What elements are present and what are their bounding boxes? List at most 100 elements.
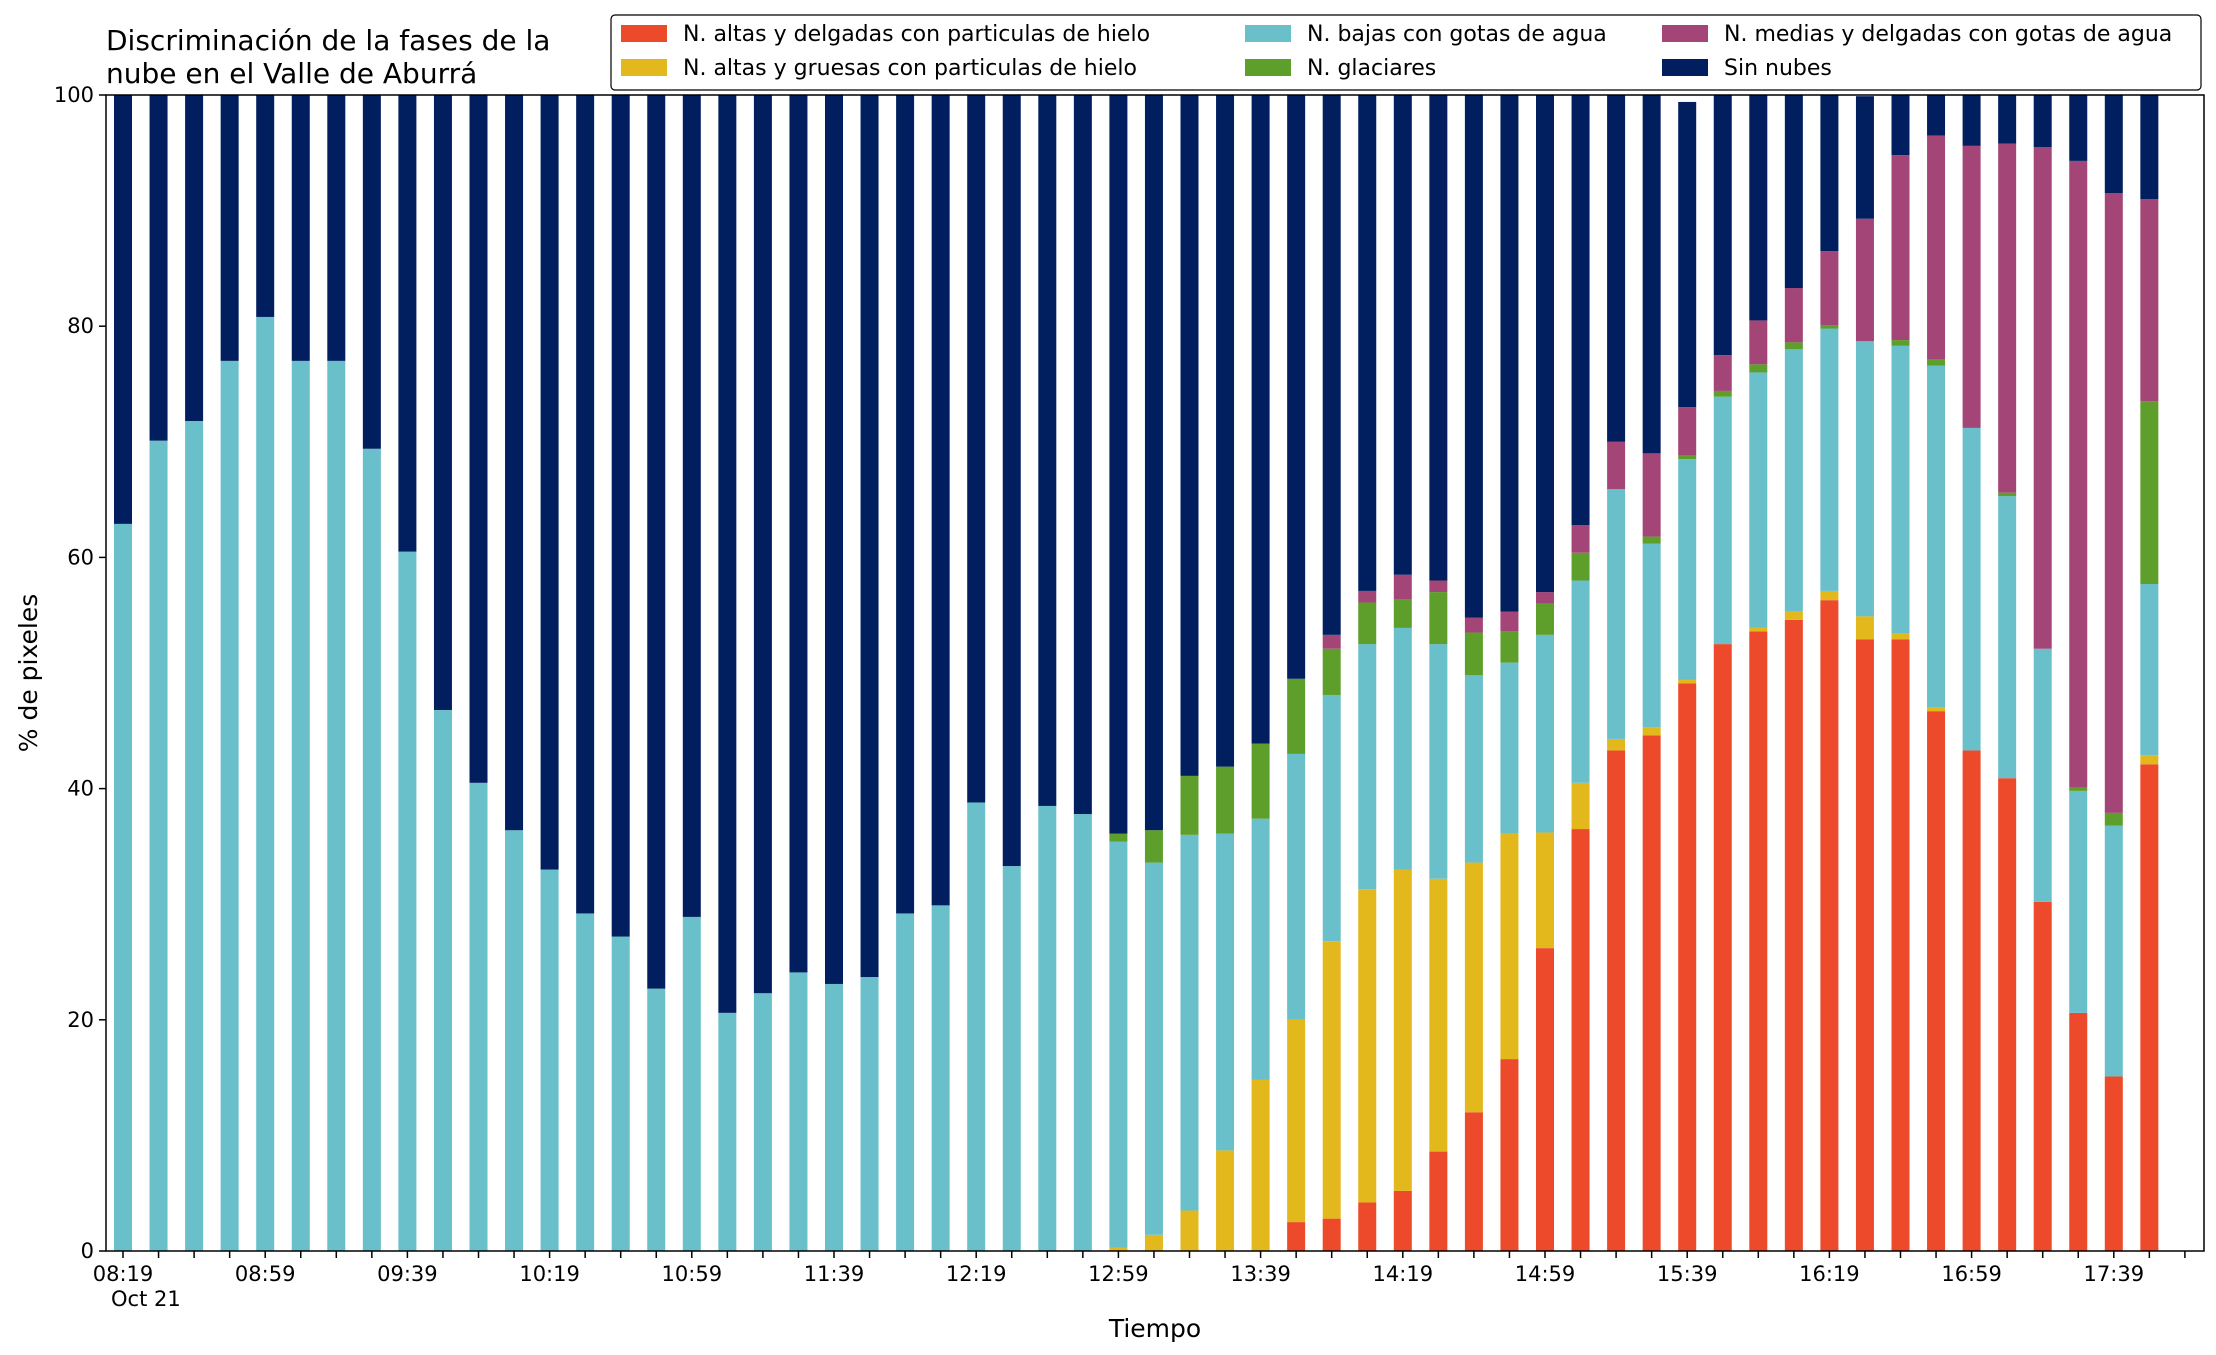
bar-segment (291, 360, 310, 1251)
bar-segment (2140, 583, 2159, 756)
bar-segment (789, 95, 808, 973)
bar-segment (1855, 616, 1874, 640)
x-tick-label: 15:39 (1657, 1262, 1718, 1286)
bar-segment (682, 95, 701, 917)
bar-segment (1464, 1112, 1483, 1251)
bar-segment (1571, 525, 1590, 553)
bar-segment (327, 360, 346, 1251)
x-date-label: Oct 21 (111, 1287, 181, 1311)
chart-title-line-2: nube en el Valle de Aburrá (106, 57, 477, 90)
bar-segment (647, 95, 666, 989)
bar-segment (1927, 359, 1946, 366)
bar-segment (1393, 599, 1412, 628)
bar-segment (1713, 644, 1732, 1251)
bar-segment (1322, 634, 1341, 649)
bar-segment (469, 95, 488, 783)
bar-segment (1393, 574, 1412, 600)
bar-segment (2069, 1012, 2088, 1251)
bar-segment (2104, 825, 2123, 1077)
bar-segment (1607, 489, 1626, 739)
bar-segment (1678, 407, 1697, 456)
bar-segment (1429, 592, 1448, 645)
bar-segment (1784, 342, 1803, 350)
bar-segment (1607, 441, 1626, 490)
bar-segment (1358, 1202, 1377, 1251)
bar-segment (1393, 1190, 1412, 1251)
bar-segment (1429, 878, 1448, 1152)
bar-segment (1358, 889, 1377, 1203)
bar-segment (1322, 941, 1341, 1219)
bar-segment (1536, 603, 1554, 635)
bar-segment (1464, 675, 1483, 863)
bar-segment (718, 95, 737, 1013)
x-tick-label: 14:19 (1373, 1262, 1434, 1286)
bar-segment (2140, 755, 2159, 765)
bar-segment (1855, 639, 1874, 1251)
x-axis-label: Tiempo (1108, 1314, 1201, 1343)
bar-segment (540, 869, 559, 1251)
bar-segment (1322, 1218, 1341, 1251)
legend-label: N. altas y delgadas con particulas de hi… (683, 22, 1150, 47)
bar-segment (1358, 590, 1377, 603)
bar-segment (1144, 1234, 1163, 1251)
bar-segment (1784, 288, 1803, 343)
bar-segment (505, 95, 524, 831)
bar-segment (1820, 600, 1839, 1251)
bar-segment (1713, 396, 1732, 645)
bar-segment (1216, 833, 1235, 1151)
bar-segment (1287, 678, 1306, 754)
bar-segment (1500, 662, 1519, 834)
bar-segment (967, 95, 986, 803)
x-tick-label: 11:39 (804, 1262, 865, 1286)
bar-segment (1820, 328, 1839, 591)
x-tick-label: 08:19 (93, 1262, 154, 1286)
bar-segment (825, 983, 843, 1251)
bar-segment (931, 95, 950, 906)
bar-segment (1927, 95, 1946, 136)
bar-segment (149, 95, 168, 441)
bar-segment (398, 551, 417, 1251)
bar-segment (1251, 1079, 1270, 1251)
bar-segment (1927, 711, 1946, 1251)
x-axis: 08:19 08:59 09:39 10:19 10:59 11:39 12:19 12:59… (93, 1251, 2186, 1311)
bar-segment (2104, 1076, 2123, 1251)
bar-segment (1784, 349, 1803, 612)
bar-segment (896, 913, 915, 1251)
bar-segment (1144, 95, 1163, 831)
bar-segment (1749, 320, 1768, 365)
bar-segment (149, 440, 168, 1251)
bar-segment (1962, 145, 1981, 428)
bar-segment (1784, 95, 1803, 289)
legend-label: N. medias y delgadas con gotas de agua (1724, 22, 2172, 47)
bar-segment (2104, 812, 2123, 826)
bar-segment (1500, 833, 1519, 1060)
bar-segment (2033, 901, 2052, 1251)
bar-segment (540, 95, 559, 870)
bar-segment (611, 936, 630, 1251)
bar-segment (825, 95, 843, 984)
legend-swatch (1662, 25, 1708, 42)
bar-segment (1038, 805, 1057, 1251)
bar-segment (1358, 95, 1377, 591)
bar-segment (1642, 536, 1661, 544)
bar-segment (114, 95, 132, 524)
bar-segment (114, 523, 132, 1251)
bar-segment (1251, 818, 1270, 1080)
bar-segment (1713, 390, 1732, 397)
bar-segment (1998, 496, 2017, 779)
bar-segment (1500, 95, 1519, 612)
bar-segment (1607, 750, 1626, 1251)
bar-segment (1180, 834, 1199, 1211)
bar-segment (469, 782, 488, 1251)
bar-segment (1464, 95, 1483, 618)
bar-segment (860, 95, 879, 978)
bar-segment (1571, 782, 1590, 830)
bar-segment (1820, 251, 1839, 326)
bar-segment (1891, 340, 1910, 346)
bar-segment (1891, 633, 1910, 640)
legend-swatch (1245, 59, 1291, 76)
bar-segment (1998, 143, 2017, 493)
bar-segment (1500, 1059, 1519, 1251)
bar-segment (1464, 617, 1483, 633)
